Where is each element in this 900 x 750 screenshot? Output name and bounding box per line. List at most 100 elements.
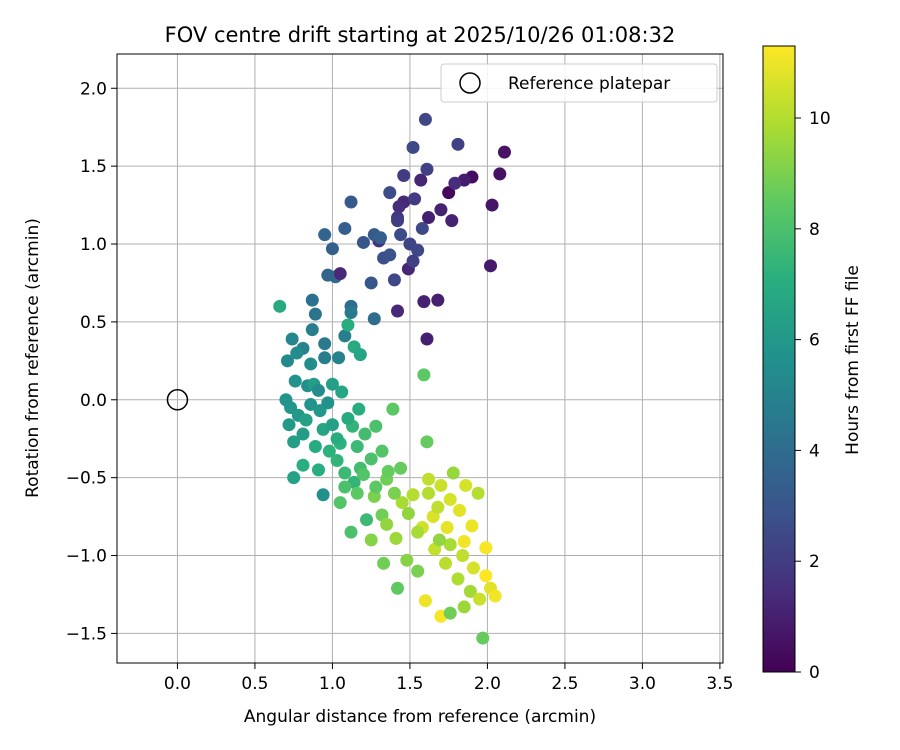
data-point xyxy=(473,592,487,606)
data-point xyxy=(369,419,383,433)
data-point xyxy=(411,243,425,257)
legend-box xyxy=(440,63,718,103)
data-point xyxy=(377,556,391,570)
data-point xyxy=(488,589,502,603)
data-point xyxy=(380,517,394,531)
data-point xyxy=(304,397,318,411)
data-point xyxy=(457,535,471,549)
data-point xyxy=(364,533,378,547)
y-tick-label: −1.5 xyxy=(66,624,107,644)
y-axis-label: Rotation from reference (arcmin) xyxy=(23,218,43,498)
y-tick-label: 0.0 xyxy=(80,391,107,411)
data-point xyxy=(280,354,294,368)
data-point xyxy=(308,440,322,454)
data-point xyxy=(325,242,339,256)
data-point xyxy=(383,248,397,262)
data-point xyxy=(375,444,389,458)
data-point xyxy=(364,452,378,466)
data-point xyxy=(344,306,358,320)
data-point xyxy=(344,525,358,539)
data-point xyxy=(335,385,349,399)
data-point xyxy=(485,198,499,212)
data-point xyxy=(411,525,425,539)
x-tick-label: 3.5 xyxy=(706,674,733,694)
data-point xyxy=(387,273,401,287)
y-tick-label: 2.0 xyxy=(80,79,107,99)
data-point xyxy=(484,259,498,273)
legend-marker xyxy=(459,72,481,94)
y-tick-label: 1.5 xyxy=(80,157,107,177)
data-point xyxy=(364,276,378,290)
data-point xyxy=(466,561,480,575)
data-point xyxy=(497,145,511,159)
data-point xyxy=(443,538,457,552)
data-point xyxy=(479,541,493,555)
data-point xyxy=(397,168,411,182)
colorbar-gradient xyxy=(762,45,796,673)
data-point xyxy=(453,503,467,517)
data-point xyxy=(414,173,428,187)
data-point xyxy=(311,383,325,397)
data-point xyxy=(341,411,355,425)
x-tick-label: 2.0 xyxy=(474,674,501,694)
data-point xyxy=(299,413,313,427)
data-point xyxy=(318,228,332,242)
data-point xyxy=(304,357,318,371)
data-point xyxy=(341,318,355,332)
legend-entry: Reference platepar xyxy=(508,74,670,94)
colorbar-tick-label: 0 xyxy=(809,663,820,683)
y-tick-label: −0.5 xyxy=(66,469,107,489)
colorbar-ticks: 0 2 4 6 8 10 xyxy=(795,109,831,683)
data-point xyxy=(273,299,287,313)
data-point xyxy=(451,572,465,586)
data-point xyxy=(338,466,352,480)
data-point xyxy=(287,435,301,449)
data-point xyxy=(408,192,422,206)
data-point xyxy=(332,351,346,365)
data-point xyxy=(422,472,436,486)
data-point xyxy=(431,293,445,307)
data-point xyxy=(446,466,460,480)
data-point xyxy=(431,500,445,514)
y-tick-label: −1.0 xyxy=(66,547,107,567)
data-point xyxy=(440,520,454,534)
colorbar: 0 2 4 6 8 10 Hours from first FF file xyxy=(762,45,863,683)
data-point xyxy=(432,533,446,547)
data-point xyxy=(358,427,372,441)
data-point xyxy=(406,140,420,154)
colorbar-label: Hours from first FF file xyxy=(843,265,863,455)
data-point xyxy=(369,480,383,494)
y-axis-ticks: −1.5 −1.0 −0.5 0.0 0.5 1.0 1.5 2.0 xyxy=(66,79,117,644)
data-point xyxy=(338,221,352,235)
legend: Reference platepar xyxy=(440,63,718,103)
data-point xyxy=(465,519,479,533)
data-point xyxy=(387,486,401,500)
data-point xyxy=(353,348,367,362)
data-point xyxy=(392,200,406,214)
x-axis-label: Angular distance from reference (arcmin) xyxy=(244,707,596,727)
data-point xyxy=(463,584,477,598)
colorbar-tick-label: 8 xyxy=(809,220,820,240)
x-axis-ticks: 0.0 0.5 1.0 1.5 2.0 2.5 3.0 3.5 xyxy=(164,663,733,694)
data-point xyxy=(389,531,403,545)
data-point xyxy=(330,454,344,468)
data-point xyxy=(330,432,344,446)
data-points xyxy=(273,112,511,645)
chart-title: FOV centre drift starting at 2025/10/26 … xyxy=(165,23,676,47)
data-point xyxy=(383,186,397,200)
data-point xyxy=(318,337,332,351)
data-point xyxy=(459,478,473,492)
reference-marker xyxy=(166,389,189,411)
data-point xyxy=(395,496,409,510)
data-point xyxy=(311,463,325,477)
colorbar-tick-label: 2 xyxy=(809,552,820,572)
data-point xyxy=(471,486,485,500)
data-point xyxy=(316,488,330,502)
data-point xyxy=(439,556,453,570)
data-point xyxy=(290,346,304,360)
data-point xyxy=(338,329,352,343)
data-point xyxy=(479,569,493,583)
data-point xyxy=(386,402,400,416)
data-point xyxy=(406,488,420,502)
